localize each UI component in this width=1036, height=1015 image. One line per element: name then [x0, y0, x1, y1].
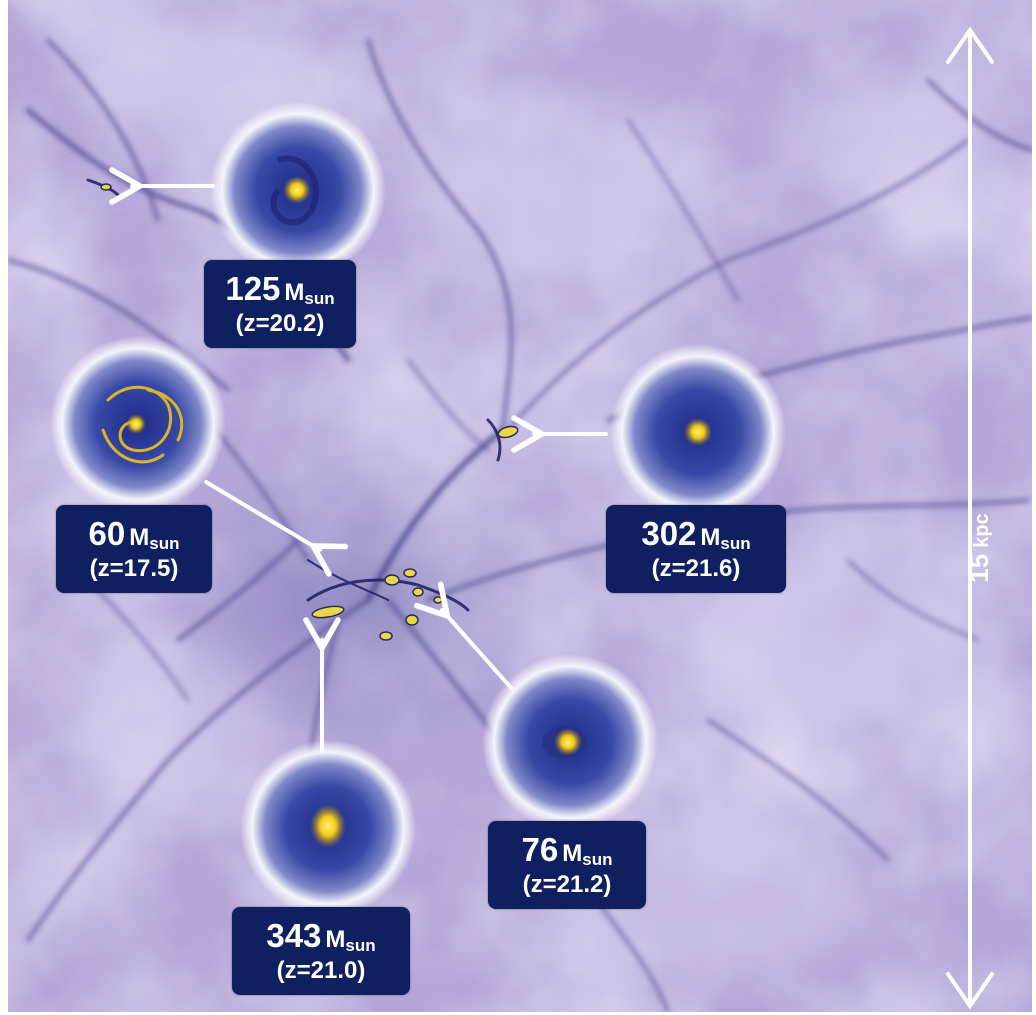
halo-label-302: 302 Msun (z=21.6) — [606, 505, 786, 593]
scale-value: 15 — [964, 553, 994, 583]
halo-zoom-76 — [482, 654, 658, 830]
halo-zoom-302 — [610, 344, 786, 520]
mass-value: 343 Msun — [266, 916, 376, 955]
scale-bar-arrow — [946, 26, 994, 1010]
redshift-value: (z=21.0) — [276, 956, 366, 984]
scale-unit: kpc — [971, 513, 993, 548]
halo-zoom-343 — [240, 740, 416, 916]
mass-value: 302 Msun — [641, 514, 751, 553]
redshift-value: (z=17.5) — [89, 554, 179, 582]
redshift-value: (z=21.2) — [522, 870, 612, 898]
halo-label-125: 125 Msun (z=20.2) — [204, 260, 356, 348]
halo-label-60: 60 Msun (z=17.5) — [56, 505, 212, 593]
halo-zoom-125 — [210, 102, 386, 278]
scale-bar-label: 15 kpc — [964, 488, 996, 608]
mass-value: 76 Msun — [521, 830, 613, 869]
redshift-value: (z=21.6) — [651, 554, 741, 582]
halo-zoom-60 — [50, 336, 226, 512]
simulation-image-frame: 125 Msun (z=20.2) 60 Msun (z=17.5) 302 Msun… — [8, 0, 1032, 1012]
density-field-background — [8, 0, 1032, 1012]
mass-value: 60 Msun — [88, 514, 180, 553]
halo-label-76: 76 Msun (z=21.2) — [488, 821, 646, 909]
mass-value: 125 Msun — [225, 269, 335, 308]
halo-label-343: 343 Msun (z=21.0) — [232, 907, 410, 995]
redshift-value: (z=20.2) — [235, 309, 325, 337]
pointer-arrows — [109, 167, 608, 754]
